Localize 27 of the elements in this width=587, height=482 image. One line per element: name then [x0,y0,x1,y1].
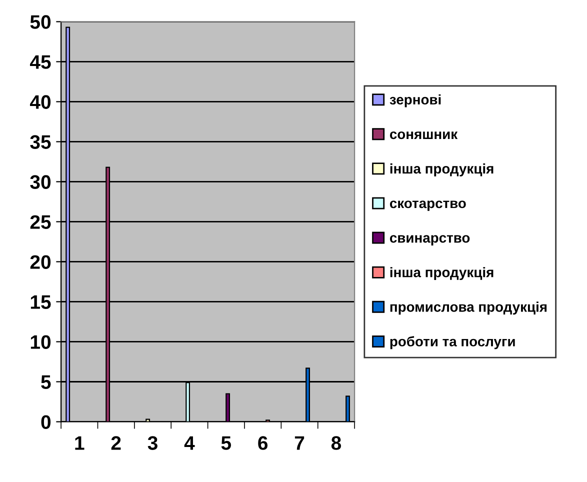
legend-label: роботи та послуги [390,336,515,350]
y-tick-label: 30 [30,175,51,189]
x-tick-label: 3 [148,436,158,450]
legend-label: зернові [390,94,441,108]
x-tick-label: 4 [184,436,195,450]
x-tick-label: 7 [294,436,304,450]
y-tick-label: 25 [30,215,51,229]
y-tick-label: 0 [41,415,51,429]
legend-label: свинарство [390,235,470,246]
y-tick-label: 15 [30,295,51,309]
x-tick-label: 6 [258,436,268,450]
legend-label: інша продукція [390,163,494,176]
legend-label: промислова продукція [390,302,547,315]
y-tick-label: 40 [30,95,51,109]
y-tick-label: 50 [30,15,51,29]
legend-label: інша продукція [390,267,494,280]
x-tick-label: 5 [221,436,232,450]
x-tick-label: 8 [331,436,342,450]
x-tick-label: 2 [111,436,121,450]
y-tick-label: 10 [30,335,51,349]
legend-label: соняшник [390,131,458,140]
x-tick-label: 1 [75,436,84,450]
y-tick-label: 20 [30,255,51,269]
y-tick-label: 45 [30,55,51,69]
y-tick-label: 35 [30,135,51,149]
y-tick-label: 5 [41,375,51,389]
legend-label: скотарство [390,200,466,211]
